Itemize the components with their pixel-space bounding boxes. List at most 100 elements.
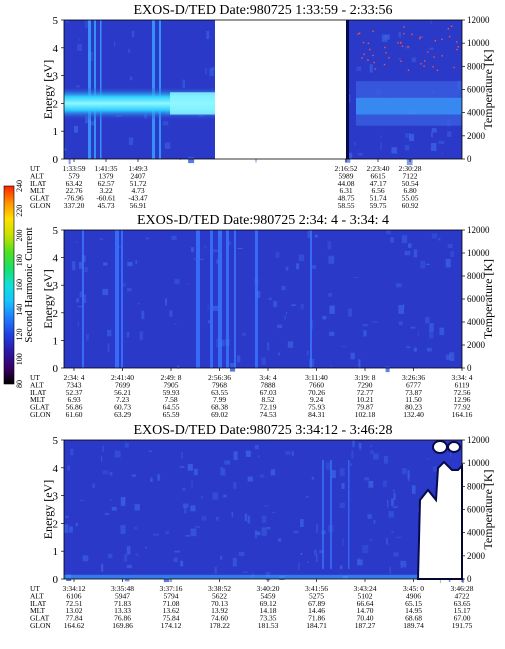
ephemeris-cell: 66.64 (357, 599, 374, 608)
heatmap-background (64, 440, 462, 579)
ephemeris-cell: 6777 (406, 380, 421, 389)
heatmap-streak (310, 230, 312, 368)
y-right-tick-label: 0 (467, 363, 472, 373)
ephemeris-cell: 3:38:52 (208, 584, 231, 593)
y-tick-label: 5 (53, 435, 59, 447)
colorbar-tick-label: 240 (15, 180, 24, 192)
heatmap-cell (212, 66, 218, 71)
heatmap-cell (190, 505, 196, 512)
ephemeris-cell: 67.00 (454, 614, 471, 623)
heatmap-cell (350, 352, 355, 360)
heatmap-cell (145, 237, 149, 240)
ephemeris-cell: 14.70 (357, 606, 374, 615)
ephemeris-cell: 1:41:35 (95, 164, 118, 173)
ephemeris-cell: 3:46:28 (451, 584, 474, 593)
heatmap-cell (102, 288, 109, 296)
ephemeris-cell: 2:23:40 (367, 164, 390, 173)
heatmap-cell (431, 132, 433, 138)
heatmap-cell (388, 511, 394, 518)
heatmap-speckle (432, 66, 434, 68)
heatmap-cell (261, 527, 267, 536)
heatmap-cell (357, 559, 363, 566)
heatmap-cell (247, 515, 250, 524)
panel-3: EXOS-D/TED Date:980725 3:34:12 - 3:46:28… (30, 423, 495, 630)
ephemeris-cell: 69.12 (260, 599, 277, 608)
heatmap-cell (401, 235, 408, 244)
heatmap-cell (333, 257, 335, 259)
heatmap-cell (99, 238, 104, 241)
ephemeris-cell: 13.02 (66, 606, 83, 615)
ephemeris-cell: 7660 (309, 380, 324, 389)
heatmap-cell (92, 483, 96, 489)
ephemeris-cell: 4.73 (131, 186, 144, 195)
ephemeris-cell: 73.35 (260, 614, 277, 623)
y-right-tick-label: 2000 (467, 340, 486, 350)
heatmap-streak (115, 230, 119, 368)
heatmap-speckle (434, 40, 436, 42)
heatmap-cell (349, 463, 352, 466)
heatmap-cell (293, 530, 299, 534)
heatmap-cell (128, 49, 130, 53)
ephemeris-cell: 71.83 (114, 599, 131, 608)
y-right-tick-label: 10000 (467, 38, 490, 48)
heatmap-cell (445, 354, 451, 360)
heatmap-cell (75, 522, 78, 526)
ephemeris-cell: 5102 (358, 591, 373, 600)
ephemeris-row-label: UT (30, 164, 40, 173)
ephemeris-row-label: GLON (30, 410, 51, 419)
ephemeris-cell: 169.86 (112, 621, 133, 630)
ephemeris-cell: 63.65 (454, 599, 471, 608)
heatmap-cell (398, 321, 403, 326)
y-axis-label: Energy [eV] (41, 60, 55, 119)
ephemeris-cell: 3:34:12 (63, 584, 86, 593)
ephemeris-cell: 181.53 (258, 621, 279, 630)
heatmap-cell (233, 482, 237, 489)
heatmap-speckle (419, 37, 421, 40)
heatmap-cell (72, 261, 76, 271)
ephemeris-cell: 3.22 (99, 186, 112, 195)
ephemeris-row-label: GLON (30, 621, 51, 630)
heatmap-cell (363, 330, 367, 337)
heatmap-cell (107, 329, 112, 337)
heatmap-cell (277, 538, 282, 542)
heatmap-cell (195, 526, 201, 528)
heatmap-cell (384, 34, 390, 40)
ephemeris-cell: 132.40 (403, 410, 424, 419)
heatmap-speckle (457, 46, 459, 48)
ephemeris-cell: 56.86 (66, 403, 83, 412)
ephemeris-cell: 164.62 (64, 621, 85, 630)
heatmap-cell (393, 552, 399, 557)
ephemeris-cell: 71.86 (308, 614, 325, 623)
heatmap-cell (171, 235, 177, 241)
ephemeris-cell: 1379 (99, 171, 114, 180)
heatmap-speckle (433, 56, 435, 58)
ephemeris-cell: 59.75 (370, 201, 387, 210)
heatmap-cell (122, 283, 126, 287)
heatmap-cell (107, 343, 110, 352)
heatmap-cell (387, 499, 389, 508)
ephemeris-cell: 3:26:36 (402, 373, 425, 382)
heatmap-cell (77, 321, 79, 327)
heatmap-cell (373, 453, 379, 460)
ephemeris-cell: 5794 (164, 591, 179, 600)
heatmap-cell (427, 458, 430, 460)
heatmap-streak (82, 230, 84, 368)
heatmap-speckle (407, 45, 409, 48)
heatmap-cell (179, 465, 185, 468)
heatmap-cell (392, 506, 398, 509)
heatmap-cell (214, 566, 217, 574)
heatmap-cell (126, 332, 130, 338)
y-right-tick-label: 0 (467, 574, 472, 584)
y-axis-label: Energy [eV] (41, 480, 55, 539)
heatmap-cell (83, 294, 87, 304)
ephemeris-cell: 65.15 (405, 599, 422, 608)
heatmap-cell (245, 450, 251, 457)
ephemeris-cell: 4722 (455, 591, 470, 600)
heatmap-cell (254, 445, 259, 450)
heatmap-cell (429, 331, 434, 339)
colorbar-tick-label: 100 (15, 353, 24, 365)
heatmap-cell (328, 255, 335, 264)
ephemeris-cell: 184.71 (306, 621, 327, 630)
heatmap-cell (411, 57, 417, 63)
